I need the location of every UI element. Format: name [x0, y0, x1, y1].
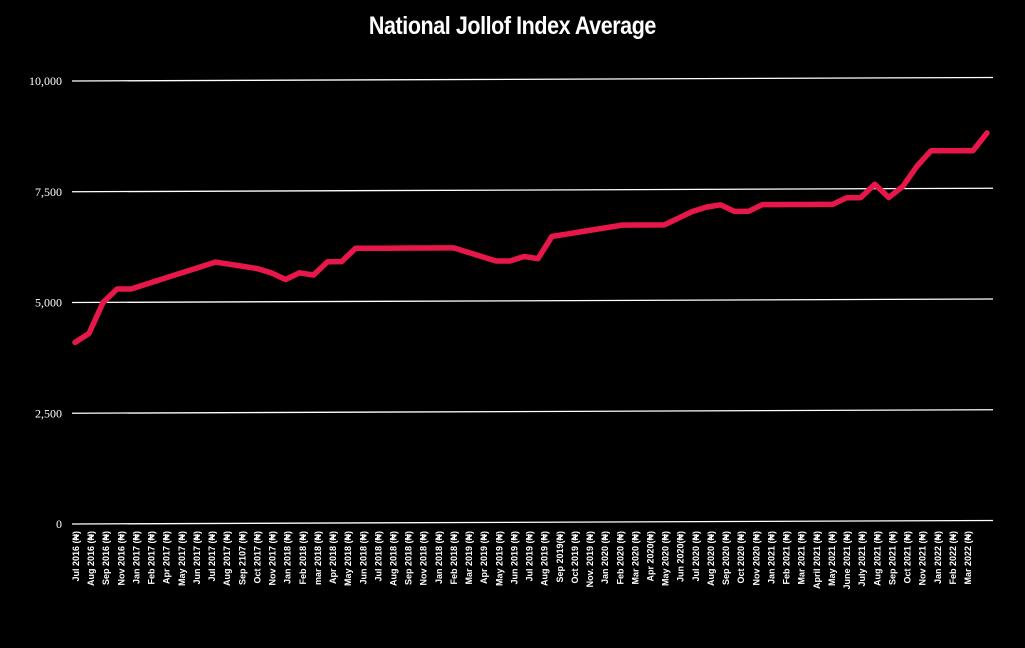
x-tick-label: Apr 2017 (₦) — [162, 531, 172, 584]
gridline-5000 — [71, 298, 994, 304]
x-tick-label: Mar 2022 (₦) — [963, 531, 973, 585]
chart-title: National Jollof Index Average — [368, 12, 656, 40]
y-tick-label: 7,500 — [35, 185, 62, 199]
gridlines — [71, 76, 994, 525]
gridline-2500 — [71, 409, 994, 414]
x-tick-label: Jul 2017 (₦) — [207, 531, 217, 582]
x-tick-label: Jun 2020(₦) — [676, 531, 686, 582]
x-tick-label: Nov 2021 (₦) — [918, 531, 928, 586]
x-tick-label: Jan 2022 (₦) — [933, 531, 943, 584]
x-tick-label: Jan 2018 (₦) — [283, 531, 293, 584]
x-tick-label: Nov 2016 (₦) — [116, 531, 126, 586]
x-tick-label: Apr 2018 (₦) — [328, 531, 338, 584]
x-tick-label: Jan 2020 (₦) — [600, 531, 610, 584]
x-tick-label: Jul 2016 (₦) — [71, 531, 81, 582]
x-tick-label: Feb 2018 (₦) — [298, 531, 308, 585]
x-tick-label: Aug 2016 (₦) — [86, 531, 96, 586]
x-tick-label: Feb 2021 (₦) — [782, 531, 792, 585]
x-tick-label: Mar 2020 (₦) — [630, 531, 640, 585]
x-tick-label: Apr 2020(₦) — [646, 531, 656, 582]
x-tick-label: May 2021 (₦) — [827, 531, 837, 586]
x-tick-label: Jan 2018 (₦) — [434, 531, 444, 584]
x-tick-label: Jul 2019 (₦) — [525, 531, 535, 582]
y-tick-label: 0 — [56, 517, 62, 531]
x-tick-label: Oct 2021 (₦) — [903, 531, 913, 584]
x-tick-label: Nov. 2019 (₦) — [585, 531, 595, 587]
x-tick-label: Mar 2019 (₦) — [464, 531, 474, 585]
x-tick-label: April 2021 (₦) — [812, 531, 822, 589]
x-tick-label: Jun 2018 (₦) — [358, 531, 368, 585]
x-tick-label: Feb 2017 (₦) — [147, 531, 157, 585]
x-tick-label: Apr 2019 (₦) — [479, 531, 489, 584]
x-tick-label: Aug 2020 (₦) — [706, 531, 716, 586]
x-tick-label: May 2019 (₦) — [494, 531, 504, 586]
x-tick-label: Oct 2017 (₦) — [252, 531, 262, 584]
x-tick-label: May 2018 (₦) — [343, 531, 353, 586]
x-tick-label: Aug 2019 (₦) — [540, 531, 550, 586]
x-tick-label: Jun 2019 (₦) — [509, 531, 519, 585]
x-tick-label: Jun 2017 (₦) — [192, 531, 202, 585]
x-axis-tick-labels: Jul 2016 (₦) Aug 2016 (₦) Sep 2016 (₦) Nov … — [71, 531, 973, 590]
x-tick-label: Aug 2017 (₦) — [222, 531, 232, 586]
x-tick-label: Sep 2021 (₦) — [887, 531, 897, 585]
y-tick-label: 5,000 — [35, 296, 62, 310]
x-tick-label: Sep 2107 (₦) — [237, 531, 247, 585]
y-tick-label: 2,500 — [35, 406, 62, 420]
x-tick-label: Nov 2017 (₦) — [268, 531, 278, 586]
x-tick-label: May 2017 (₦) — [177, 531, 187, 586]
x-tick-label: Nov 2018 (₦) — [419, 531, 429, 586]
y-axis-tick-labels: 0 2,500 5,000 7,500 10,000 — [29, 74, 62, 531]
series-layer — [72, 130, 990, 346]
x-tick-label: Jul 2020 (₦) — [691, 531, 701, 582]
x-tick-label: mar 2018 (₦) — [313, 531, 323, 585]
x-tick-label: Sep 2018 (₦) — [404, 531, 414, 585]
x-tick-label: Nov 2020 (₦) — [751, 531, 761, 586]
x-tick-label: Aug 2021 (₦) — [872, 531, 882, 586]
x-tick-label: June 2021 (₦) — [842, 531, 852, 590]
x-tick-label: Sep 2016 (₦) — [101, 531, 111, 585]
x-tick-label: Jul 2018 (₦) — [373, 531, 383, 582]
x-tick-label: Sep 2020 (₦) — [721, 531, 731, 585]
x-tick-label: Feb 2022 (₦) — [948, 531, 958, 585]
x-tick-label: May 2020 (₦) — [661, 531, 671, 586]
x-tick-label: Jan 2021 (₦) — [766, 531, 776, 584]
x-tick-label: Mar 2021 (₦) — [797, 531, 807, 585]
gridline-0 — [71, 519, 994, 525]
x-tick-label: Jan 2017 (₦) — [131, 531, 141, 584]
x-tick-label: Aug 2018 (₦) — [388, 531, 398, 586]
x-tick-label: Feb 2018 (₦) — [449, 531, 459, 585]
gridline-7500 — [71, 187, 994, 193]
x-tick-label: Oct 2019 (₦) — [570, 531, 580, 584]
series-line — [72, 130, 990, 346]
x-tick-label: July 2021 (₦) — [857, 531, 867, 587]
x-tick-label: Feb 2020 (₦) — [615, 531, 625, 585]
gridline-10000 — [71, 76, 994, 82]
y-tick-label: 10,000 — [29, 74, 62, 88]
x-tick-label: Oct 2020 (₦) — [736, 531, 746, 584]
x-tick-label: Sep 2019(₦) — [555, 531, 565, 583]
